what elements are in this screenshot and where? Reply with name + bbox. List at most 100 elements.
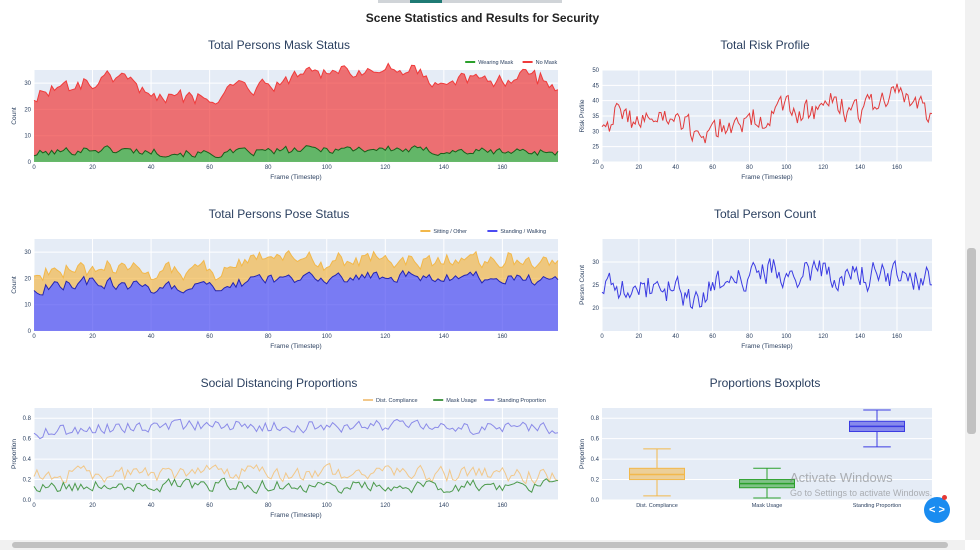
horizontal-scroll-thumb[interactable]	[12, 542, 948, 548]
pose-status-chart[interactable]: 0 10 20 30 0 20 40 60 80 100 120 140 160 Frame (Times…	[0, 221, 570, 361]
y-tick-label: 30	[592, 260, 599, 266]
legend-label: Mask Usage	[446, 398, 477, 404]
watermark-line-2: Go to Settings to activate Windows.	[790, 488, 933, 498]
y-tick-label: 10	[24, 134, 31, 140]
area-series-group	[33, 250, 559, 331]
code-toggle-button[interactable]: < >	[924, 497, 950, 523]
x-tick-label: 20	[89, 334, 96, 340]
x-tick-label: 160	[892, 165, 903, 171]
x-tick-label: 120	[818, 165, 829, 171]
legend-label: No Mask	[536, 60, 558, 66]
line-series-group	[33, 418, 559, 494]
x-tick-label: 60	[709, 334, 716, 340]
chart-legend: Standing / Walking Sitting / Other	[420, 229, 546, 235]
legend-label: Standing / Walking	[500, 229, 546, 235]
watermark-line-1: Activate Windows	[790, 470, 893, 485]
y-tick-label: 20	[592, 306, 599, 312]
proportions-boxplot-chart[interactable]: 0.0 0.2 0.4 0.6 0.8 Proportion Dist. Complianc…	[570, 390, 950, 530]
x-tick-label: 20	[89, 503, 96, 509]
x-tick-label: 120	[380, 334, 391, 340]
x-tick-label: 60	[206, 165, 213, 171]
x-tick-label: 20	[636, 165, 643, 171]
y-axis-label: Count	[11, 107, 18, 125]
y-tick-label: 30	[24, 250, 31, 256]
tab-active[interactable]	[410, 0, 442, 3]
x-category-label: Dist. Compliance	[636, 503, 678, 509]
x-tick-label: 0	[32, 503, 36, 509]
x-tick-label: 100	[322, 165, 333, 171]
legend-label: Wearing Mask	[478, 60, 513, 66]
risk-chart-title: Total Risk Profile	[720, 38, 810, 52]
x-tick-label: 160	[497, 503, 508, 509]
x-tick-label: 160	[497, 334, 508, 340]
legend-label: Sitting / Other	[433, 229, 467, 235]
horizontal-scrollbar[interactable]	[0, 540, 965, 550]
y-tick-label: 0.8	[23, 416, 32, 422]
line-series-group	[601, 258, 933, 310]
x-tick-label: 20	[636, 334, 643, 340]
y-axis-label: Count	[11, 276, 18, 294]
x-tick-label: 60	[206, 503, 213, 509]
x-tick-label: 60	[709, 165, 716, 171]
tab-right[interactable]	[442, 0, 562, 3]
y-axis-label: Proportion	[579, 439, 586, 469]
vertical-scroll-thumb[interactable]	[967, 248, 976, 434]
chart-axes: 0.0 0.2 0.4 0.6 0.8 0 20 40 60 80 100 120 140 160 Fram…	[11, 408, 558, 519]
series-line-dist-compliance	[33, 462, 559, 485]
area-series-group	[33, 62, 559, 162]
x-tick-label: 100	[781, 165, 792, 171]
tab-left[interactable]	[378, 0, 410, 3]
page-title: Scene Statistics and Results for Securit…	[365, 11, 600, 25]
notification-dot-icon	[942, 495, 947, 500]
x-axis-label: Frame (Timestep)	[270, 174, 321, 181]
series-line-wearing-mask	[33, 145, 559, 159]
y-tick-label: 0.4	[591, 457, 600, 463]
top-tab-strip	[0, 0, 980, 8]
x-axis-label: Frame (Timestep)	[741, 174, 792, 181]
x-tick-label: 80	[265, 503, 272, 509]
x-axis-label: Frame (Timestep)	[741, 343, 792, 350]
x-tick-label: 160	[892, 334, 903, 340]
x-tick-label: 0	[32, 165, 36, 171]
series-line-standing-proportion	[33, 418, 559, 440]
x-tick-label: 140	[439, 334, 450, 340]
mask-chart-title: Total Persons Mask Status	[207, 38, 351, 52]
vertical-scrollbar[interactable]	[965, 0, 980, 540]
y-axis-label: Risk Profile	[579, 99, 586, 132]
x-tick-label: 160	[497, 165, 508, 171]
social-chart-title: Social Distancing Proportions	[200, 376, 358, 390]
series-line-risk-series	[601, 83, 933, 144]
social-distancing-chart[interactable]: 0.0 0.2 0.4 0.6 0.8 0 20 40 60 80 100 120 140 160 Fram…	[0, 390, 570, 530]
y-tick-label: 0.0	[591, 498, 600, 504]
chart-legend: Standing Proportion Mask Usage Dist. Compl…	[363, 398, 546, 404]
x-tick-label: 40	[672, 334, 679, 340]
series-line-sitting-other	[33, 250, 559, 282]
legend-label: Dist. Compliance	[376, 398, 418, 404]
y-tick-label: 0.6	[591, 437, 600, 443]
x-tick-label: 60	[206, 334, 213, 340]
y-axis-label: Proportion	[11, 439, 18, 469]
y-tick-label: 20	[24, 276, 31, 282]
area-fill-sitting-other	[34, 250, 558, 295]
x-tick-label: 100	[781, 334, 792, 340]
x-tick-label: 140	[855, 334, 866, 340]
y-tick-label: 0.0	[23, 498, 32, 504]
x-tick-label: 140	[439, 165, 450, 171]
y-tick-label: 45	[592, 83, 599, 89]
line-series-group	[601, 83, 933, 144]
x-tick-label: 80	[265, 334, 272, 340]
x-tick-label: 40	[672, 165, 679, 171]
y-axis-label: Person Count	[579, 265, 586, 305]
x-tick-label: 140	[439, 503, 450, 509]
y-tick-label: 25	[592, 283, 599, 289]
box-group: Dist. Compliance Mask Usage Standing Propo…	[629, 409, 905, 509]
mask-status-chart[interactable]: 0 10 20 30 0 20 40 60 80 100 120 140 160 Frame (Times…	[0, 52, 570, 192]
person-count-chart[interactable]: 20 25 30 0 20 40 60 80 100 120 140 160 Frame (Timest…	[570, 221, 950, 361]
series-line-standing-walking	[33, 269, 559, 296]
x-tick-label: 120	[818, 334, 829, 340]
count-chart-title: Total Person Count	[713, 207, 817, 221]
y-tick-label: 0.2	[23, 478, 32, 484]
x-axis-label: Frame (Timestep)	[270, 343, 321, 350]
x-tick-label: 80	[746, 334, 753, 340]
